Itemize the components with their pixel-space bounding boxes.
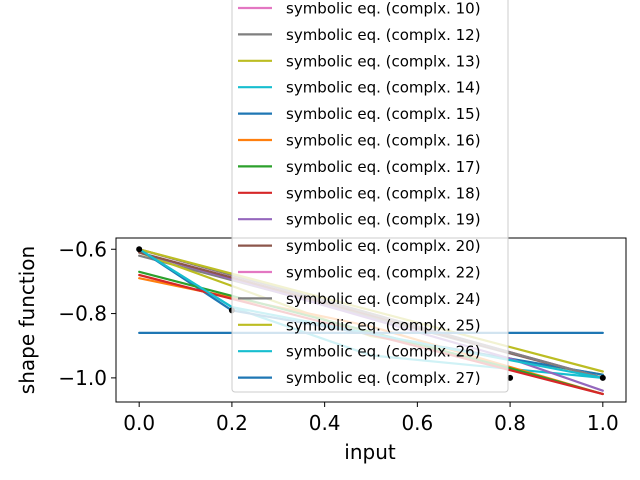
x-tick-label: 0.2 bbox=[216, 411, 248, 435]
legend: symbolic eq. (complx. 10) symbolic eq. (c… bbox=[231, 0, 509, 393]
legend-label: symbolic eq. (complx. 24) bbox=[286, 290, 481, 308]
legend-frame bbox=[231, 0, 509, 393]
legend-label: symbolic eq. (complx. 10) bbox=[286, 0, 481, 18]
x-tick-label: 0.6 bbox=[401, 411, 433, 435]
legend-label: symbolic eq. (complx. 18) bbox=[286, 184, 481, 202]
legend-label: symbolic eq. (complx. 22) bbox=[286, 264, 481, 282]
axis-ticks: 0.0 0.2 0.4 0.6 0.8 1.0 −0.6 −0.8 −1.0 bbox=[58, 237, 618, 435]
data-point bbox=[507, 374, 514, 381]
y-axis-title: shape function bbox=[15, 246, 39, 394]
data-point bbox=[136, 246, 143, 253]
x-tick-label: 0.4 bbox=[309, 411, 341, 435]
x-tick-label: 0.0 bbox=[123, 411, 155, 435]
data-point bbox=[599, 374, 606, 381]
legend-label: symbolic eq. (complx. 15) bbox=[286, 105, 481, 123]
legend-label: symbolic eq. (complx. 25) bbox=[286, 316, 481, 334]
y-tick-label: −0.6 bbox=[58, 237, 107, 261]
legend-label: symbolic eq. (complx. 12) bbox=[286, 26, 481, 44]
legend-label: symbolic eq. (complx. 14) bbox=[286, 79, 481, 97]
legend-label: symbolic eq. (complx. 16) bbox=[286, 132, 481, 150]
legend-label: symbolic eq. (complx. 26) bbox=[286, 343, 481, 361]
legend-label: symbolic eq. (complx. 19) bbox=[286, 211, 481, 229]
legend-label: symbolic eq. (complx. 20) bbox=[286, 237, 481, 255]
x-tick-label: 0.8 bbox=[494, 411, 526, 435]
legend-label: symbolic eq. (complx. 17) bbox=[286, 158, 481, 176]
x-axis-title: input bbox=[344, 440, 396, 464]
legend-label: symbolic eq. (complx. 27) bbox=[286, 369, 481, 387]
y-tick-label: −1.0 bbox=[58, 366, 107, 390]
x-tick-label: 1.0 bbox=[587, 411, 619, 435]
y-tick-label: −0.8 bbox=[58, 302, 107, 326]
legend-label: symbolic eq. (complx. 13) bbox=[286, 52, 481, 70]
